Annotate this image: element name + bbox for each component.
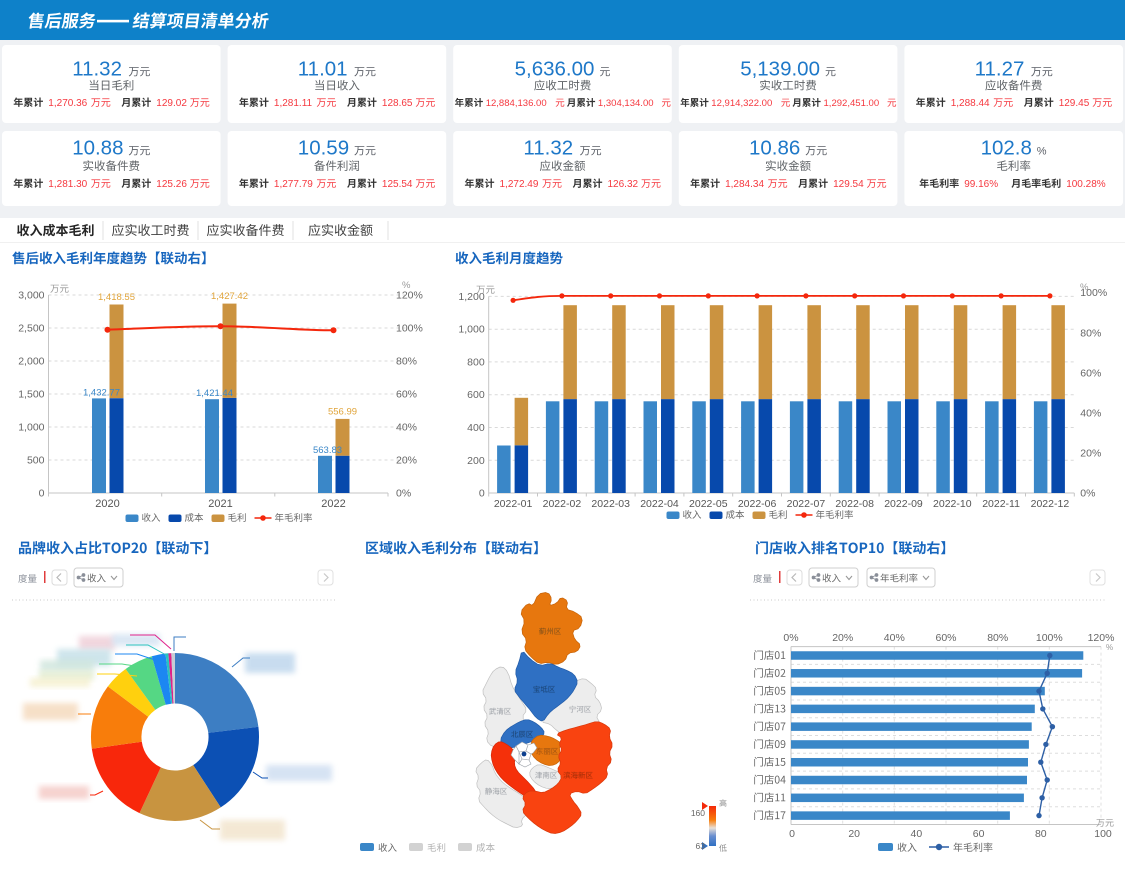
svg-text:102.8: 102.8 — [981, 137, 1032, 160]
svg-text:0: 0 — [39, 488, 45, 500]
svg-text:2022-05: 2022-05 — [689, 498, 728, 510]
svg-text:%: % — [1037, 146, 1047, 158]
svg-text:2022-04: 2022-04 — [640, 498, 679, 510]
svg-text:60: 60 — [973, 828, 985, 840]
svg-text:80%: 80% — [1080, 327, 1101, 339]
svg-text:60%: 60% — [1080, 367, 1101, 379]
svg-text:1,272.49: 1,272.49 — [500, 179, 539, 190]
svg-text:%: % — [402, 280, 411, 291]
svg-text:129.54: 129.54 — [833, 179, 864, 190]
svg-text:2022-06: 2022-06 — [738, 498, 777, 510]
svg-text:1,281.11: 1,281.11 — [274, 98, 313, 109]
svg-text:11.27: 11.27 — [975, 58, 1025, 81]
svg-text:1,292,451.00: 1,292,451.00 — [824, 98, 880, 109]
svg-text:1,427.42: 1,427.42 — [211, 291, 248, 302]
svg-text:2022-11: 2022-11 — [982, 498, 1020, 510]
svg-text:20%: 20% — [396, 455, 417, 467]
svg-text:20: 20 — [848, 828, 860, 840]
svg-text:1,000: 1,000 — [458, 324, 484, 336]
svg-text:126.32: 126.32 — [608, 179, 639, 190]
svg-text:1,500: 1,500 — [18, 389, 44, 401]
svg-text:0%: 0% — [396, 488, 411, 500]
svg-text:10.86: 10.86 — [749, 137, 800, 160]
svg-text:%: % — [1106, 643, 1113, 652]
svg-text:11.32: 11.32 — [72, 58, 122, 81]
svg-text:80%: 80% — [396, 356, 417, 368]
svg-text:600: 600 — [467, 389, 485, 401]
svg-text:800: 800 — [467, 356, 485, 368]
svg-text:10.59: 10.59 — [298, 137, 349, 160]
svg-text:5,636.00: 5,636.00 — [515, 58, 595, 81]
svg-text:500: 500 — [27, 455, 45, 467]
svg-text:1,304,134.00: 1,304,134.00 — [598, 98, 654, 109]
svg-text:40%: 40% — [396, 422, 417, 434]
svg-text:2022-07: 2022-07 — [787, 498, 826, 510]
svg-text:2020: 2020 — [95, 498, 119, 510]
svg-text:160: 160 — [691, 808, 705, 818]
svg-text:0: 0 — [479, 488, 485, 500]
svg-text:0: 0 — [789, 828, 795, 840]
svg-text:129.45: 129.45 — [1059, 98, 1090, 109]
svg-text:1,288.44: 1,288.44 — [951, 98, 990, 109]
svg-text:200: 200 — [467, 455, 485, 467]
svg-text:80: 80 — [1035, 828, 1047, 840]
svg-text:2022-09: 2022-09 — [884, 498, 923, 510]
svg-text:1,421.44: 1,421.44 — [196, 388, 233, 399]
svg-text:11.01: 11.01 — [298, 58, 348, 81]
svg-text:120%: 120% — [1088, 632, 1115, 644]
svg-text:2022: 2022 — [321, 498, 345, 510]
svg-text:1,270.36: 1,270.36 — [48, 98, 87, 109]
svg-text:556.99: 556.99 — [328, 406, 357, 417]
svg-text:1,432.77: 1,432.77 — [83, 387, 120, 398]
svg-text:0%: 0% — [783, 632, 798, 644]
svg-text:100%: 100% — [1036, 632, 1063, 644]
svg-text:128.65: 128.65 — [382, 98, 413, 109]
svg-text:40%: 40% — [1080, 407, 1101, 419]
svg-text:%: % — [1080, 282, 1089, 293]
svg-text:2,000: 2,000 — [18, 356, 44, 368]
svg-text:20%: 20% — [832, 632, 853, 644]
svg-text:40%: 40% — [884, 632, 905, 644]
svg-text:2022-12: 2022-12 — [1031, 498, 1070, 510]
svg-text:2022-03: 2022-03 — [591, 498, 630, 510]
svg-text:0%: 0% — [1080, 488, 1095, 500]
svg-text:1,418.55: 1,418.55 — [98, 292, 135, 303]
svg-text:100.28%: 100.28% — [1066, 179, 1106, 190]
svg-text:120%: 120% — [396, 290, 423, 302]
svg-text:2,500: 2,500 — [18, 323, 44, 335]
svg-text:3,000: 3,000 — [18, 290, 44, 302]
svg-text:10.88: 10.88 — [72, 137, 123, 160]
svg-text:125.54: 125.54 — [382, 179, 413, 190]
svg-text:12,884,136.00: 12,884,136.00 — [486, 98, 547, 109]
svg-text:2022-01: 2022-01 — [494, 498, 533, 510]
svg-text:1,281.30: 1,281.30 — [48, 179, 87, 190]
svg-text:1,200: 1,200 — [458, 291, 484, 303]
svg-text:12,914,322.00: 12,914,322.00 — [711, 98, 772, 109]
svg-text:60%: 60% — [935, 632, 956, 644]
svg-text:60%: 60% — [396, 389, 417, 401]
svg-text:100%: 100% — [396, 323, 423, 335]
svg-text:11.32: 11.32 — [523, 137, 573, 160]
svg-text:129.02: 129.02 — [156, 98, 187, 109]
svg-text:80%: 80% — [987, 632, 1008, 644]
svg-text:100: 100 — [1094, 828, 1112, 840]
svg-text:99.16%: 99.16% — [964, 179, 998, 190]
svg-text:2022-02: 2022-02 — [543, 498, 582, 510]
svg-text:100%: 100% — [1080, 287, 1107, 299]
svg-text:5,139.00: 5,139.00 — [740, 58, 820, 81]
svg-text:40: 40 — [911, 828, 923, 840]
svg-text:2022-10: 2022-10 — [933, 498, 972, 510]
svg-text:563.83: 563.83 — [313, 445, 342, 456]
svg-text:400: 400 — [467, 422, 485, 434]
svg-text:20%: 20% — [1080, 447, 1101, 459]
svg-text:2021: 2021 — [208, 498, 232, 510]
svg-text:2022-08: 2022-08 — [835, 498, 874, 510]
svg-text:1,277.79: 1,277.79 — [274, 179, 313, 190]
svg-text:1,284.34: 1,284.34 — [725, 179, 764, 190]
svg-text:125.26: 125.26 — [156, 179, 187, 190]
svg-text:63: 63 — [696, 841, 706, 851]
svg-text:1,000: 1,000 — [18, 422, 44, 434]
